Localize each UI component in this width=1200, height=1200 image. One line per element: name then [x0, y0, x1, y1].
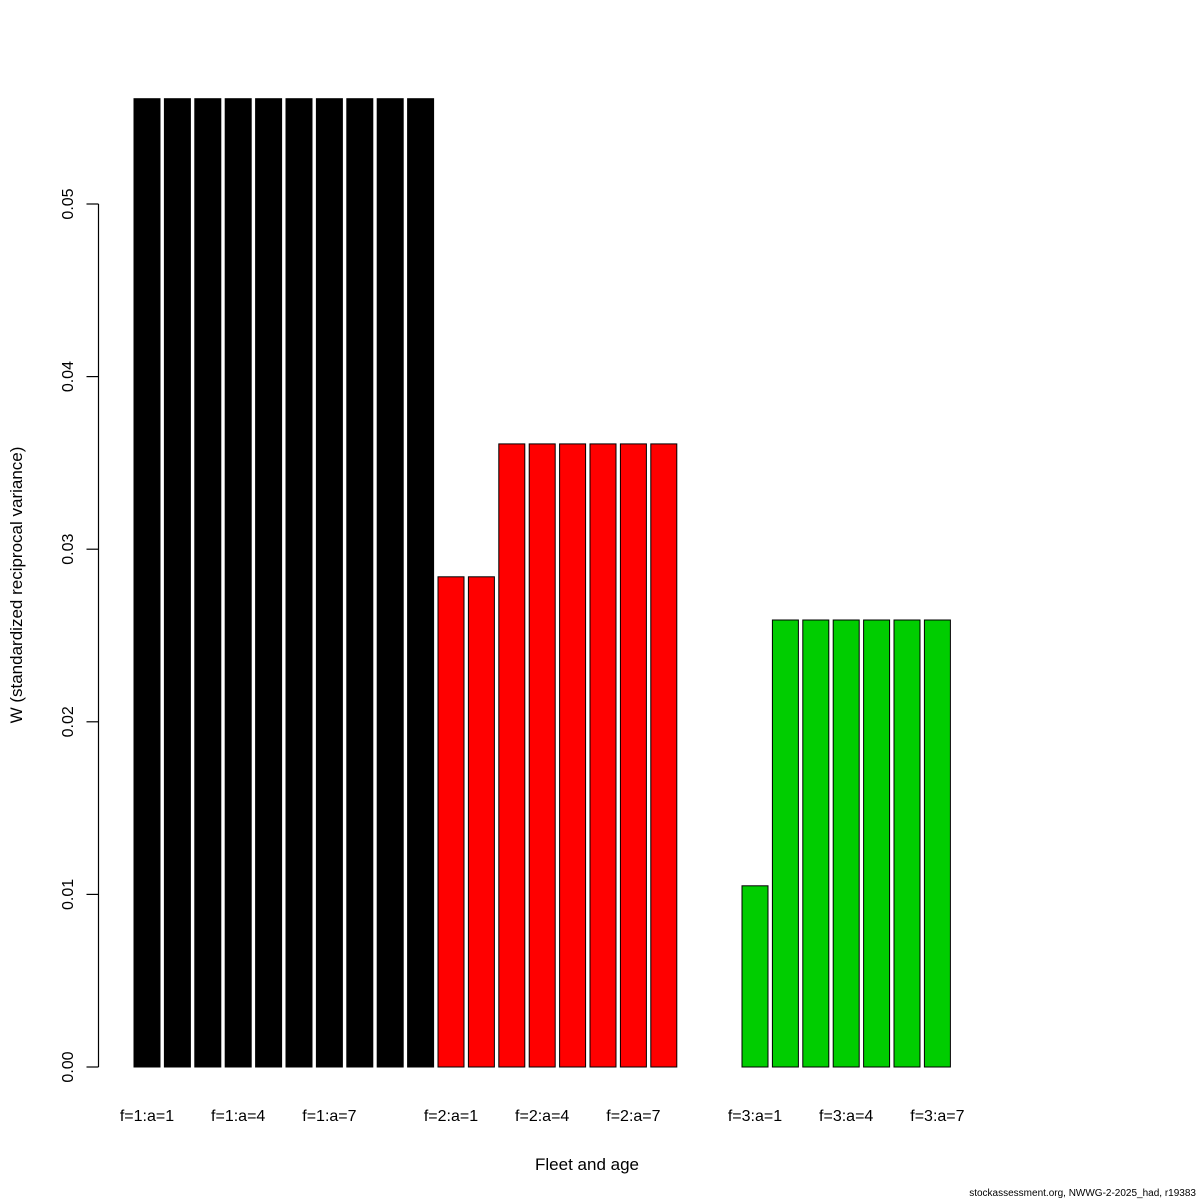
y-axis: 0.00 0.01 0.02 0.03 0.04 0.05: [60, 188, 100, 1083]
bar-f=2:a=4: [528, 443, 556, 1068]
bar-f=2:a=2: [467, 576, 495, 1068]
bar-f=3:a=2: [771, 619, 799, 1068]
x-axis-labels: f=1:a=1 f=1:a=4 f=1:a=7 f=2:a=1 f=2:a=4 f=2:a…: [120, 1108, 965, 1125]
y-tick-label: 0.05: [60, 188, 77, 219]
bar-f=1:a=5: [255, 98, 283, 1068]
bar-f=3:a=5: [863, 619, 891, 1068]
y-tick-label: 0.03: [60, 534, 77, 565]
x-tick-label-f=3:a=7: f=3:a=7: [910, 1108, 964, 1125]
x-tick-label-f=1:a=4: f=1:a=4: [211, 1108, 265, 1125]
bar-f=2:a=3: [498, 443, 526, 1068]
bar-f=1:a=9: [376, 98, 404, 1068]
y-tick-label: 0.02: [60, 706, 77, 737]
footer-watermark: stockassessment.org, NWWG-2-2025_had, r1…: [969, 1188, 1196, 1199]
bar-f=1:a=1: [133, 98, 161, 1068]
y-tick-label: 0.04: [60, 361, 77, 392]
bar-f=3:a=7: [923, 619, 951, 1068]
bar-f=2:a=7: [619, 443, 647, 1068]
bar-f=1:a=7: [315, 98, 343, 1068]
bar-f=1:a=10: [407, 98, 435, 1068]
bar-f=2:a=8: [650, 443, 678, 1068]
bar-f=1:a=8: [346, 98, 374, 1068]
x-axis-title: Fleet and age: [535, 1155, 639, 1174]
x-tick-label-f=2:a=7: f=2:a=7: [606, 1108, 660, 1125]
bar-f=2:a=6: [589, 443, 617, 1068]
x-tick-label-f=1:a=1: f=1:a=1: [120, 1108, 174, 1125]
bar-f=1:a=3: [194, 98, 222, 1068]
y-axis-title: W (standardized reciprocal variance): [7, 447, 26, 724]
bar-f=2:a=5: [559, 443, 587, 1068]
bar-f=3:a=4: [832, 619, 860, 1068]
bar-f=1:a=6: [285, 98, 313, 1068]
bar-f=1:a=4: [224, 98, 252, 1068]
x-tick-label-f=2:a=4: f=2:a=4: [515, 1108, 569, 1125]
y-tick-label: 0.01: [60, 879, 77, 910]
x-tick-label-f=3:a=1: f=3:a=1: [728, 1108, 782, 1125]
x-tick-label-f=3:a=4: f=3:a=4: [819, 1108, 873, 1125]
bar-f=1:a=2: [163, 98, 191, 1068]
bars-layer: [133, 98, 951, 1068]
bar-f=3:a=1: [741, 885, 769, 1068]
bar-f=3:a=6: [893, 619, 921, 1068]
x-tick-label-f=2:a=1: f=2:a=1: [424, 1108, 478, 1125]
bar-f=2:a=1: [437, 576, 465, 1068]
y-tick-label: 0.00: [60, 1051, 77, 1082]
bar-f=3:a=3: [802, 619, 830, 1068]
x-tick-label-f=1:a=7: f=1:a=7: [302, 1108, 356, 1125]
